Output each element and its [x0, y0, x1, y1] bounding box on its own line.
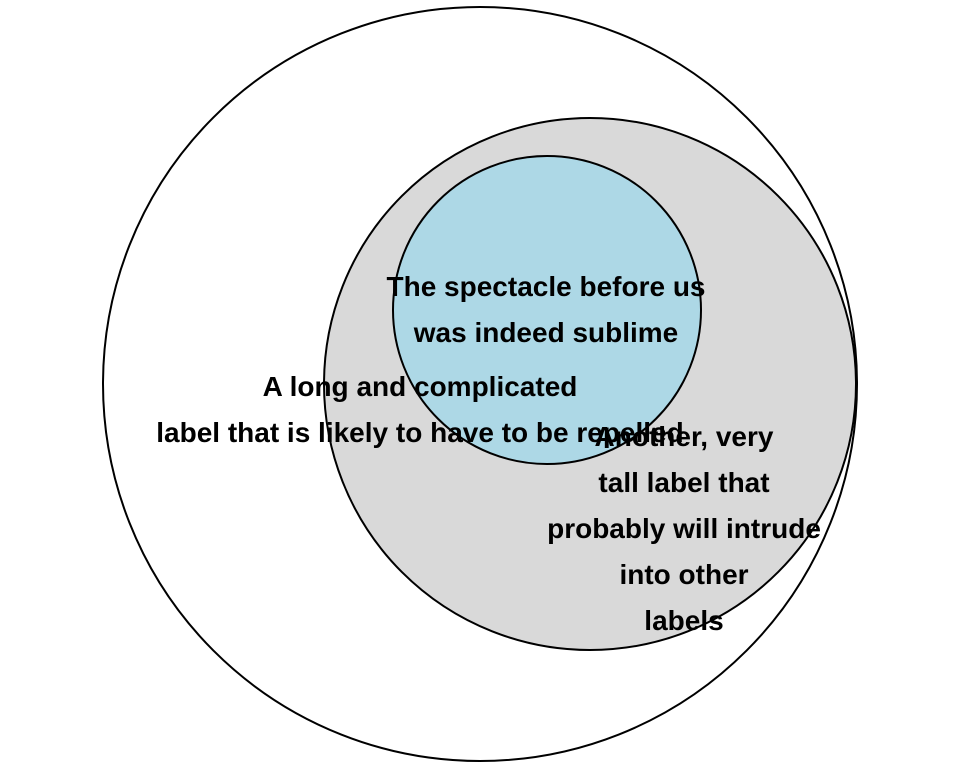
middle-set-label-line-4: into other	[619, 559, 748, 590]
inner-set-circle	[392, 155, 702, 465]
inner-set-label-line-2: was indeed sublime	[413, 317, 679, 348]
middle-set-label-line-5: labels	[644, 605, 723, 636]
outer-set-label-line-1: A long and complicated	[263, 371, 578, 402]
outer-set-label-line-2: label that is likely to have to be repel…	[156, 417, 684, 448]
middle-set-label-line-3: probably will intrude	[547, 513, 821, 544]
inner-set-label-line-1: The spectacle before us	[386, 271, 705, 302]
middle-set-label-line-1: Another, very	[595, 421, 774, 452]
middle-set-label-line-2: tall label that	[598, 467, 769, 498]
